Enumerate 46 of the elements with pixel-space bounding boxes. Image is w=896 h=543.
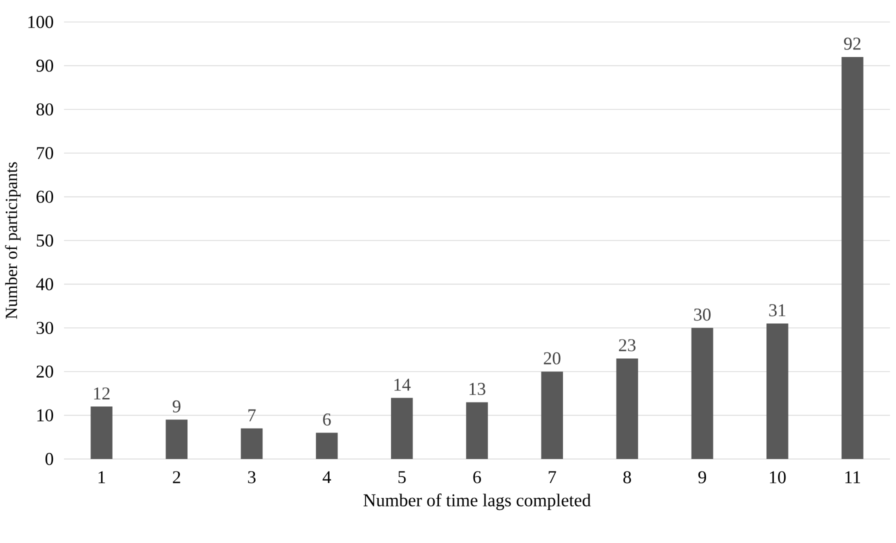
x-axis-title: Number of time lags completed (364, 494, 591, 510)
data-label: 9 (172, 400, 180, 412)
data-label: 30 (694, 308, 711, 321)
y-tick-label: 80 (36, 103, 54, 116)
bar (691, 328, 714, 459)
x-tick-label: 3 (248, 471, 256, 484)
x-tick-label: 5 (398, 471, 406, 484)
y-tick-label: 20 (36, 366, 54, 378)
bar (842, 56, 864, 459)
y-axis-title: Number of participants (5, 162, 21, 319)
y-tick-label: 60 (36, 190, 54, 203)
x-tick-label: 9 (698, 471, 706, 484)
data-label: 20 (544, 352, 560, 364)
x-tick-label: 10 (770, 471, 786, 484)
y-tick-label: 70 (36, 147, 54, 160)
bar (466, 402, 488, 459)
y-tick-label: 0 (45, 452, 54, 466)
x-tick-label: 11 (845, 471, 860, 484)
data-label: 12 (94, 387, 110, 400)
y-tick-label: 50 (36, 234, 54, 247)
y-tick-label: 100 (28, 16, 54, 28)
x-tick-label: 6 (473, 471, 481, 484)
y-tick-label: 90 (36, 60, 54, 72)
data-label: 23 (618, 339, 636, 352)
x-tick-label: 4 (322, 471, 332, 484)
data-label: 6 (323, 413, 331, 426)
data-label: 7 (248, 409, 256, 422)
x-tick-label: 2 (172, 471, 180, 484)
data-label: 92 (844, 38, 860, 50)
bar (541, 372, 563, 459)
bar (616, 358, 638, 459)
bar (316, 432, 338, 459)
data-label: 31 (769, 304, 786, 316)
y-tick-label: 40 (36, 278, 54, 290)
data-label: 14 (394, 378, 411, 391)
x-tick-label: 7 (548, 471, 556, 483)
x-tick-label: 1 (98, 471, 105, 484)
data-label: 13 (470, 382, 486, 395)
bar (766, 324, 788, 459)
bar (90, 406, 112, 459)
y-tick-label: 30 (36, 322, 54, 334)
bar (240, 428, 263, 459)
bar (166, 420, 188, 459)
x-tick-label: 8 (623, 471, 631, 484)
y-tick-label: 10 (37, 409, 54, 422)
bar (391, 398, 413, 459)
